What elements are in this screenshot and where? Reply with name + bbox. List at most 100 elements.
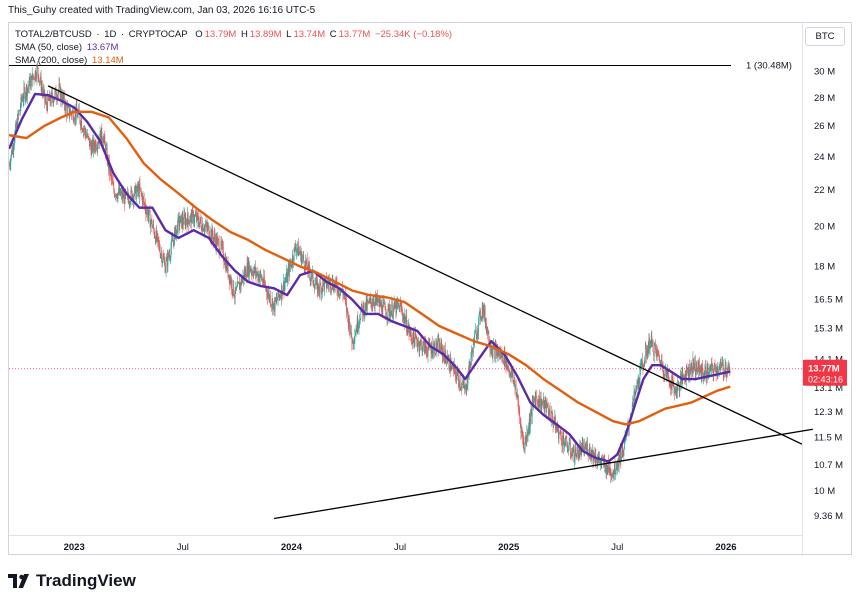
candle-body	[465, 384, 467, 392]
candle-body	[483, 305, 484, 315]
candle-body	[709, 367, 710, 369]
candle-body	[505, 352, 506, 366]
candle-body	[146, 211, 147, 215]
candle-body	[530, 408, 532, 416]
interval-label[interactable]: 1D	[104, 29, 117, 40]
candle-body	[503, 350, 505, 364]
candle-body	[397, 303, 399, 306]
candle-body	[194, 215, 196, 217]
candle-body	[113, 184, 115, 191]
candle-body	[455, 367, 456, 375]
candle-body	[645, 348, 647, 349]
candle-body	[200, 221, 202, 229]
candle-body	[35, 71, 37, 78]
candle-body	[279, 295, 281, 298]
candle-body	[727, 367, 728, 373]
candle-body	[55, 87, 57, 98]
candle-body	[543, 397, 545, 410]
candle-body	[478, 318, 479, 333]
candle-body	[104, 136, 106, 144]
candle-body	[250, 270, 252, 273]
candle-body	[572, 446, 574, 452]
candle-body	[556, 425, 557, 428]
sma200-line[interactable]	[9, 110, 731, 426]
candle-body	[273, 301, 275, 304]
candle-body	[559, 432, 560, 434]
candle-body	[142, 196, 144, 204]
candle-body	[268, 291, 269, 294]
candle-body	[671, 376, 673, 390]
sma50-line[interactable]	[9, 92, 731, 463]
candle-body	[516, 395, 518, 397]
candle-body	[602, 457, 603, 459]
candle-body	[164, 261, 166, 273]
candle-body	[605, 462, 607, 473]
candle-body	[475, 330, 477, 339]
candle-body	[551, 411, 553, 414]
candle-body	[333, 288, 334, 292]
candle-body	[369, 298, 371, 301]
candle-body	[651, 336, 653, 344]
candle-body	[208, 225, 210, 237]
descending-trendline[interactable]	[47, 85, 803, 445]
candle-body	[675, 388, 677, 391]
ascending-trendline[interactable]	[273, 428, 813, 520]
candle-body	[416, 337, 418, 343]
candle-body	[413, 330, 415, 339]
candle-body	[418, 341, 420, 351]
candle-body	[96, 148, 97, 150]
sma50-legend[interactable]: SMA (50, close) 13.67M	[15, 42, 120, 53]
candle-body	[189, 221, 191, 223]
candle-body	[253, 271, 254, 277]
candle-body	[553, 423, 554, 426]
candle-body	[696, 362, 698, 370]
candle-body	[258, 274, 259, 280]
candle-body	[500, 351, 502, 358]
candle-body	[461, 384, 463, 389]
candle-body	[355, 329, 357, 334]
symbol-name[interactable]: TOTAL2/BTCUSD	[15, 29, 92, 40]
candle-body	[536, 396, 537, 398]
candle-body	[479, 310, 481, 314]
candle-body	[337, 287, 339, 294]
candle-body	[692, 358, 694, 373]
candle-body	[349, 332, 351, 334]
candle-body	[655, 348, 657, 351]
candle-body	[234, 297, 235, 298]
candle-body	[615, 472, 616, 474]
sma200-legend[interactable]: SMA (200, close) 13.14M	[15, 55, 126, 66]
candle-body	[700, 368, 702, 372]
candle-body	[316, 279, 318, 294]
candle-body	[168, 253, 169, 257]
candle-body	[230, 279, 232, 284]
candle-body	[122, 192, 124, 199]
candle-body	[233, 280, 234, 295]
candle-body	[278, 295, 280, 296]
candle-body	[537, 401, 539, 407]
x-tick-label: Jul	[394, 542, 406, 553]
candle-body	[471, 350, 473, 352]
candle-body	[589, 446, 591, 455]
price-chart[interactable]: 30 M 28 M 26 M 24 M 22 M 20 M 18 M 16.5 M 15.3 M…	[9, 23, 853, 556]
candle-body	[554, 416, 556, 423]
candle-body	[144, 203, 146, 204]
candle-body	[71, 113, 72, 116]
chart-pane[interactable]: 30 M 28 M 26 M 24 M 22 M 20 M 18 M 16.5 M 15.3 M…	[8, 22, 853, 556]
symbol-legend: TOTAL2/BTCUSD · 1D · CRYPTOCAP O 13.79M H…	[15, 29, 453, 40]
candle-body	[472, 351, 474, 356]
currency-badge[interactable]: BTC	[805, 27, 845, 46]
sma200-label: SMA (200, close)	[15, 55, 88, 66]
candle-body	[500, 351, 502, 358]
candle-body	[658, 355, 660, 356]
candle-body	[467, 372, 469, 385]
candle-body	[298, 251, 300, 256]
candle-body	[638, 376, 640, 384]
candle-body	[121, 191, 123, 199]
candle-body	[674, 390, 676, 394]
candle-body	[136, 190, 137, 200]
close-value: 13.77M	[338, 29, 371, 40]
candle-body	[577, 447, 578, 451]
candle-body	[221, 241, 222, 246]
candle-body	[499, 351, 501, 354]
candle-body	[687, 370, 689, 376]
